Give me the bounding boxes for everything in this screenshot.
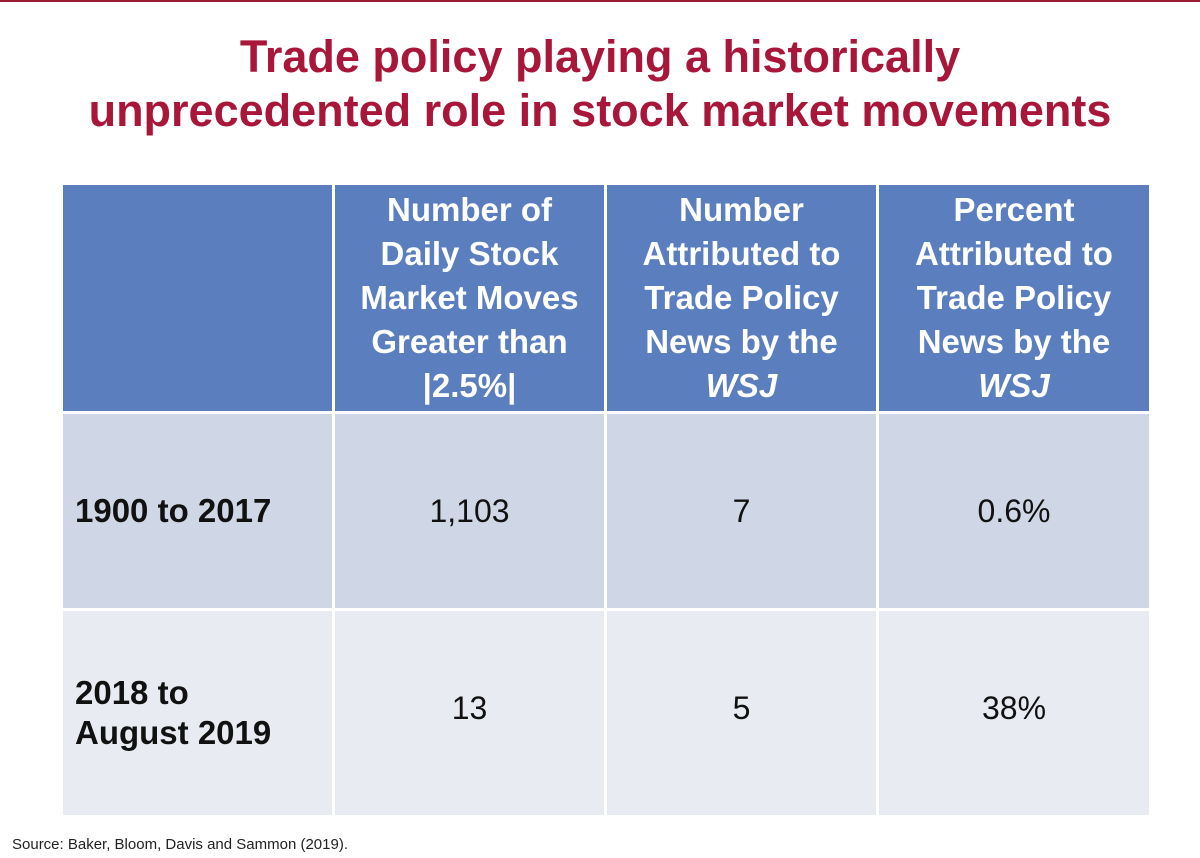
header-number-attributed: Number Attributed to Trade Policy News b… [607, 185, 876, 411]
header-daily-moves: Number of Daily Stock Market Moves Great… [335, 185, 604, 411]
header-percent-attributed: Percent Attributed to Trade Policy News … [879, 185, 1149, 411]
header-text-line: Greater than [371, 323, 568, 360]
cell-percent: 0.6% [879, 414, 1149, 608]
table-header-row: Number of Daily Stock Market Moves Great… [63, 185, 1149, 411]
cell-attributed: 5 [607, 611, 876, 815]
header-text-line: Market Moves [360, 279, 579, 316]
row-label-line: 2018 to [75, 674, 189, 711]
cell-moves: 13 [335, 611, 604, 815]
row-label-1900-2017: 1900 to 2017 [63, 414, 332, 608]
row-label-2018-aug-2019: 2018 to August 2019 [63, 611, 332, 815]
row-label-line: 1900 to 2017 [75, 492, 272, 529]
header-text-line: Trade Policy [916, 279, 1112, 316]
header-text-line: Attributed to [642, 235, 841, 272]
stock-moves-table: Number of Daily Stock Market Moves Great… [60, 182, 1152, 818]
header-text-line: Attributed to [915, 235, 1113, 272]
header-text-line: Trade Policy [644, 279, 839, 316]
title-line-2: unprecedented role in stock market movem… [88, 85, 1112, 136]
slide-title: Trade policy playing a historically unpr… [0, 30, 1200, 138]
header-text-line: Daily Stock [380, 235, 559, 272]
source-note: Source: Baker, Bloom, Davis and Sammon (… [12, 836, 348, 853]
cell-attributed: 7 [607, 414, 876, 608]
header-text-line: Percent [953, 191, 1075, 228]
header-wsj-italic: WSJ [978, 367, 1050, 404]
header-text-line: Number [679, 191, 804, 228]
header-text-line: Number of [387, 191, 552, 228]
header-empty-cell [63, 185, 332, 411]
cell-moves: 1,103 [335, 414, 604, 608]
header-text-line: News by the [917, 323, 1111, 360]
table-row: 2018 to August 2019 13 5 38% [63, 611, 1149, 815]
header-text-line: News by the [645, 323, 838, 360]
title-line-1: Trade policy playing a historically [239, 31, 961, 82]
table-row: 1900 to 2017 1,103 7 0.6% [63, 414, 1149, 608]
row-label-line: August 2019 [75, 714, 272, 751]
top-rule [0, 0, 1200, 2]
cell-percent: 38% [879, 611, 1149, 815]
header-text-line: |2.5%| [422, 367, 517, 404]
header-wsj-italic: WSJ [705, 367, 778, 404]
